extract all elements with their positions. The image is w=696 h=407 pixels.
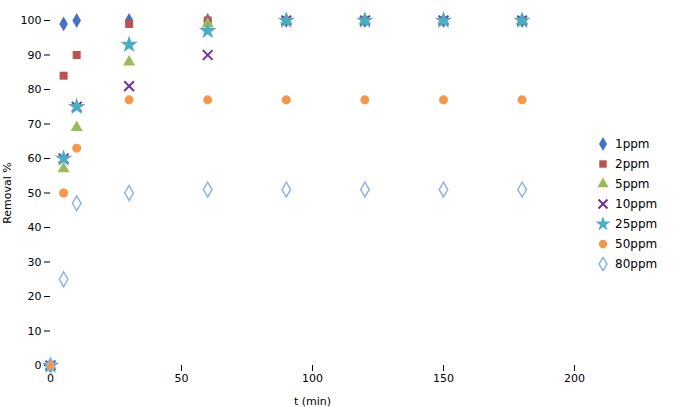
svg-text:0: 0 xyxy=(47,372,54,386)
svg-text:70: 70 xyxy=(28,118,42,131)
svg-text:100: 100 xyxy=(21,14,42,27)
svg-text:0: 0 xyxy=(35,359,42,372)
svg-text:100: 100 xyxy=(302,372,323,385)
svg-text:40: 40 xyxy=(28,221,42,234)
html-text:10ppm: 10ppm xyxy=(615,196,658,211)
html-text:80ppm: 80ppm xyxy=(615,256,658,271)
svg-text:50: 50 xyxy=(175,372,189,385)
svg-text:10: 10 xyxy=(28,325,42,338)
svg-text:60: 60 xyxy=(28,152,42,165)
svg-text:80: 80 xyxy=(28,83,42,96)
svg-text:90: 90 xyxy=(28,49,42,62)
svg-text:150: 150 xyxy=(433,372,454,385)
html-text:5ppm: 5ppm xyxy=(615,176,650,191)
html-text:25ppm: 25ppm xyxy=(615,216,658,231)
svg-text:50: 50 xyxy=(28,187,42,200)
html-text:1ppm: 1ppm xyxy=(615,136,650,151)
html-text:2ppm: 2ppm xyxy=(615,156,650,171)
svg-text:Removal %: Removal % xyxy=(1,162,14,224)
svg-text:30: 30 xyxy=(28,256,42,269)
svg-text:t (min): t (min) xyxy=(294,395,331,407)
svg-text:200: 200 xyxy=(564,372,585,385)
html-text:50ppm: 50ppm xyxy=(615,236,658,251)
svg-text:20: 20 xyxy=(28,290,42,303)
